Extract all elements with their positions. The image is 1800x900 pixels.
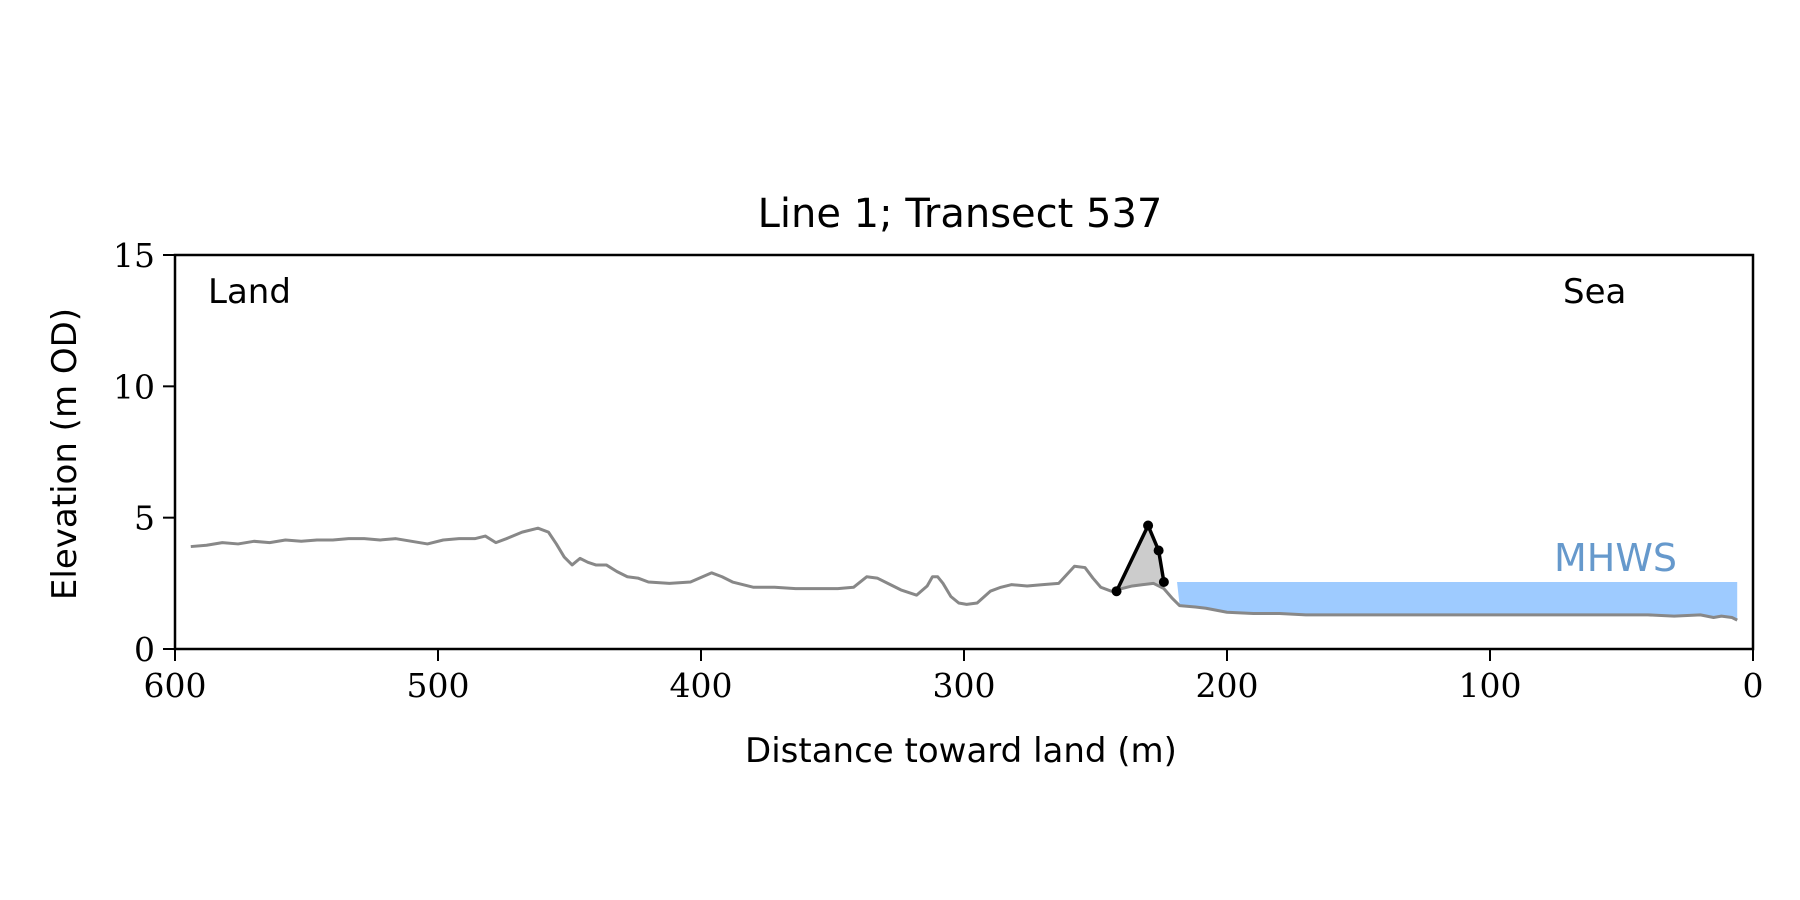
y-tick-label: 10 bbox=[113, 367, 155, 406]
x-axis-label: Distance toward land (m) bbox=[745, 731, 1177, 771]
dune-point bbox=[1111, 586, 1122, 597]
chart-title: Line 1; Transect 537 bbox=[758, 191, 1163, 237]
sea-annotation: Sea bbox=[1563, 272, 1626, 312]
y-axis-ticks: 0 5 10 15 bbox=[113, 236, 175, 669]
dune-points bbox=[1111, 520, 1169, 597]
x-tick-label: 300 bbox=[933, 666, 996, 705]
x-tick-label: 400 bbox=[670, 666, 733, 705]
y-tick-label: 0 bbox=[134, 630, 155, 669]
x-axis-ticks: 600 500 400 300 200 100 0 bbox=[144, 649, 1764, 705]
x-tick-label: 500 bbox=[407, 666, 470, 705]
y-tick-label: 5 bbox=[134, 499, 155, 538]
x-tick-label: 200 bbox=[1196, 666, 1259, 705]
dune-point bbox=[1153, 545, 1164, 556]
y-axis-label: Elevation (m OD) bbox=[45, 308, 85, 600]
dune-point bbox=[1158, 577, 1169, 588]
elevation-profile-line bbox=[190, 526, 1738, 622]
land-annotation: Land bbox=[208, 272, 291, 312]
dune-fill-area bbox=[1116, 525, 1164, 592]
x-tick-label: 600 bbox=[144, 666, 207, 705]
mhws-water-area bbox=[1177, 582, 1738, 621]
x-tick-label: 100 bbox=[1459, 666, 1522, 705]
mhws-label: MHWS bbox=[1554, 536, 1677, 580]
dune-point bbox=[1143, 520, 1154, 531]
dune-outline-line bbox=[1114, 523, 1166, 592]
plot-area: 600 500 400 300 200 100 0 0 5 10 15 bbox=[113, 236, 1764, 705]
x-tick-label: 0 bbox=[1743, 666, 1764, 705]
y-tick-label: 15 bbox=[113, 236, 155, 275]
